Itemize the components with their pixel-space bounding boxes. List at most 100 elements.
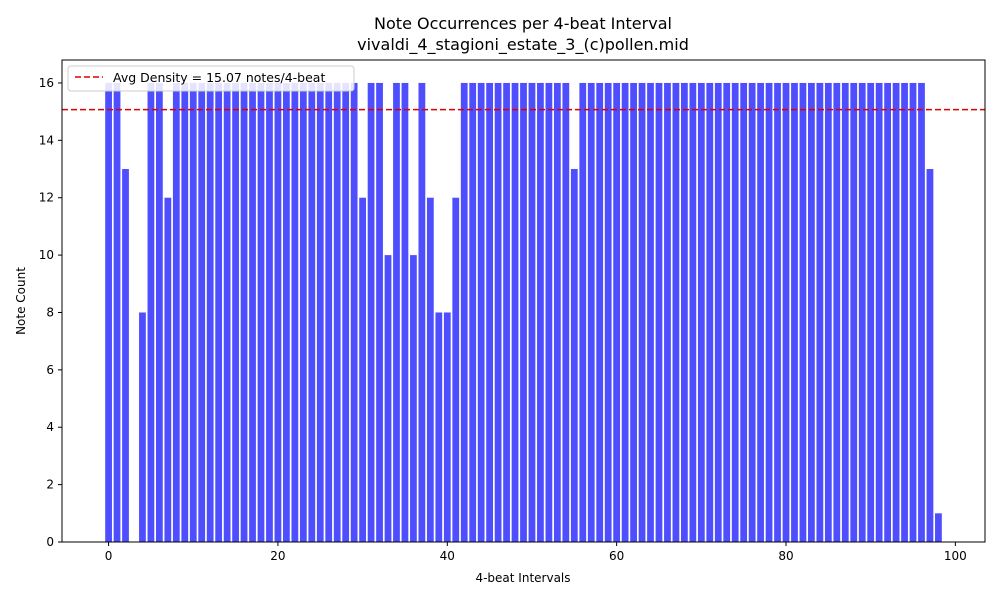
- bar: [189, 82, 197, 542]
- bar: [342, 82, 350, 542]
- legend-box: [67, 65, 355, 92]
- bar: [647, 82, 654, 542]
- bar: [410, 255, 417, 542]
- bar: [486, 82, 494, 542]
- chart-subtitle: vivaldi_4_stagioni_estate_3_(c)pollen.mi…: [357, 35, 689, 55]
- x-tick-label: 20: [270, 549, 285, 563]
- bar: [833, 82, 841, 542]
- bar: [681, 82, 688, 542]
- bar: [782, 82, 790, 542]
- bar: [562, 82, 570, 542]
- x-tick-label: 0: [105, 549, 113, 563]
- bar: [426, 197, 434, 542]
- bar: [435, 312, 443, 542]
- bar: [604, 82, 612, 542]
- bar: [172, 82, 180, 542]
- bar: [816, 82, 824, 542]
- bar: [926, 169, 934, 542]
- y-axis-ticks: 0 2 4 6 8 10 12 14 16: [39, 76, 62, 549]
- bar: [545, 82, 553, 542]
- bar: [359, 197, 366, 542]
- bar: [155, 82, 163, 542]
- bar: [621, 82, 629, 542]
- bar: [757, 82, 764, 542]
- bar: [325, 82, 333, 542]
- legend: Avg Density = 15.07 notes/4-beat: [67, 65, 355, 92]
- bar: [206, 82, 214, 542]
- y-tick-label: 14: [39, 133, 54, 147]
- y-tick-label: 16: [39, 76, 54, 90]
- bar: [469, 82, 477, 542]
- bar: [774, 82, 781, 542]
- bar: [443, 312, 451, 542]
- x-axis-ticks: 0 20 40 60 80 100: [105, 542, 967, 563]
- y-tick-label: 0: [46, 535, 54, 549]
- bar: [731, 82, 739, 542]
- bar: [333, 82, 341, 542]
- bar: [274, 82, 282, 542]
- bar: [579, 82, 587, 542]
- bar: [748, 82, 756, 542]
- bar: [223, 82, 231, 542]
- bar: [452, 197, 460, 542]
- plot-frame: [61, 59, 986, 543]
- bar: [494, 82, 502, 542]
- bar: [841, 82, 849, 542]
- bar: [909, 82, 917, 542]
- bar: [808, 82, 815, 542]
- bar: [367, 82, 375, 542]
- y-tick-label: 4: [46, 420, 54, 434]
- bar: [638, 82, 646, 542]
- bar: [477, 82, 485, 542]
- bar: [689, 82, 697, 542]
- bar: [791, 82, 798, 542]
- bar: [875, 82, 883, 542]
- bar: [706, 82, 714, 542]
- bar: [867, 82, 875, 542]
- bar: [122, 169, 129, 542]
- bar: [316, 82, 324, 542]
- x-tick-label: 60: [609, 549, 624, 563]
- bar: [350, 82, 358, 542]
- y-tick-label: 12: [39, 191, 54, 205]
- bar: [824, 82, 832, 542]
- bar: [240, 82, 248, 542]
- bar: [215, 82, 223, 542]
- bar: [901, 82, 908, 542]
- x-tick-label: 40: [440, 549, 455, 563]
- chart-title: Note Occurrences per 4-beat Interval: [374, 14, 672, 33]
- bar: [765, 82, 773, 542]
- bar: [511, 82, 519, 542]
- bar: [113, 82, 121, 542]
- bar: [537, 82, 544, 542]
- bar: [393, 82, 400, 542]
- bar: [799, 82, 807, 542]
- bar: [596, 82, 604, 542]
- bar: [232, 82, 239, 542]
- bar: [655, 82, 663, 542]
- bar: [630, 82, 637, 542]
- x-axis-label: 4-beat Intervals: [475, 571, 570, 585]
- bar: [672, 82, 680, 542]
- bar: [283, 82, 290, 542]
- bar: [714, 82, 722, 542]
- bar: [664, 82, 671, 542]
- x-tick-label: 80: [778, 549, 793, 563]
- bar: [401, 82, 409, 542]
- bar: [723, 82, 731, 542]
- y-tick-label: 6: [46, 363, 54, 377]
- y-tick-label: 10: [39, 248, 54, 262]
- bar: [884, 82, 891, 542]
- bar: [266, 82, 273, 542]
- bar: [850, 82, 858, 542]
- bar: [892, 82, 900, 542]
- bar: [935, 513, 942, 542]
- y-axis-label: Note Count: [14, 267, 28, 335]
- bar: [570, 169, 578, 542]
- bar: [587, 82, 595, 542]
- bar: [740, 82, 748, 542]
- bar: [105, 82, 112, 542]
- bar: [460, 82, 468, 542]
